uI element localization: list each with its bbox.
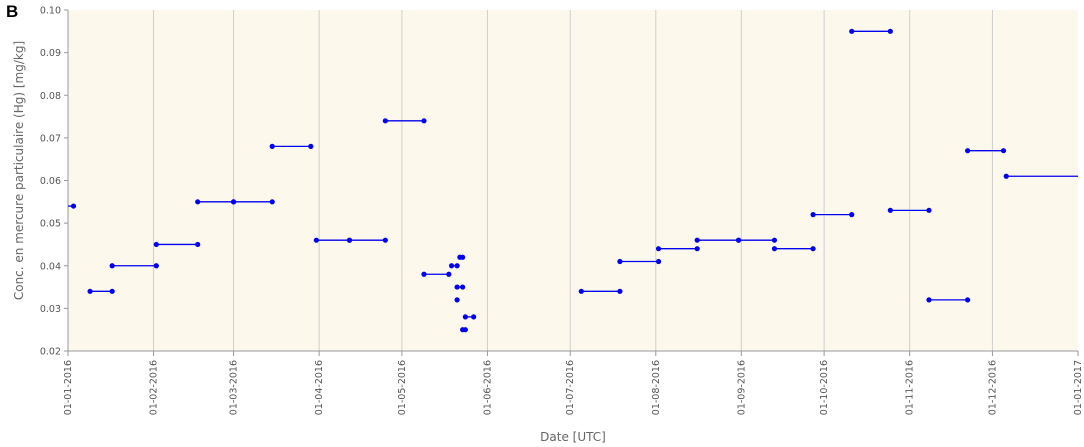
- data-point: [195, 199, 201, 205]
- x-tick-label: 01-09-2016: [736, 360, 747, 415]
- x-tick-label: 01-01-2017: [1073, 360, 1084, 415]
- data-point: [448, 263, 455, 269]
- data-point: [460, 284, 466, 290]
- data-point: [460, 254, 466, 260]
- data-point: [849, 28, 855, 34]
- data-point: [810, 212, 816, 218]
- data-point: [965, 297, 971, 303]
- x-tick-label: 01-07-2016: [565, 360, 576, 415]
- y-tick-label: 0.03: [40, 304, 61, 315]
- data-point: [694, 237, 700, 243]
- y-tick-label: 0.05: [40, 219, 61, 230]
- x-tick-label: 01-02-2016: [149, 360, 160, 415]
- data-point: [454, 284, 460, 290]
- data-point: [462, 314, 468, 320]
- data-point: [926, 207, 932, 213]
- x-tick-label: 01-10-2016: [819, 360, 830, 415]
- y-tick-label: 0.04: [40, 261, 61, 272]
- data-point: [462, 327, 468, 333]
- y-axis-ticks: 0.02 0.03 0.04 0.05 0.06 0.07 0.08 0.09 0.10: [40, 6, 68, 358]
- y-tick-label: 0.06: [40, 176, 61, 187]
- data-point: [810, 246, 816, 252]
- data-point: [849, 212, 855, 218]
- data-point: [109, 263, 115, 269]
- data-point: [655, 258, 662, 265]
- data-point: [87, 288, 93, 294]
- data-point: [965, 148, 971, 154]
- data-point: [1000, 148, 1007, 154]
- data-point: [887, 28, 893, 34]
- x-axis-ticks: 01-01-2016 01-02-2016 01-03-2016 01-04-2016…: [63, 351, 1084, 415]
- data-point: [269, 143, 275, 149]
- data-point: [313, 237, 319, 243]
- data-point: [617, 258, 623, 265]
- y-tick-label: 0.08: [40, 91, 61, 102]
- data-point: [382, 237, 388, 243]
- vertical-gridlines: [153, 10, 993, 351]
- data-point: [926, 297, 932, 303]
- data-point: [308, 143, 314, 149]
- x-tick-label: 01-01-2016: [63, 360, 74, 415]
- panel-label: B: [6, 2, 19, 21]
- y-tick-label: 0.10: [40, 6, 61, 17]
- y-tick-label: 0.02: [40, 347, 61, 358]
- data-point: [153, 263, 159, 269]
- x-tick-label: 01-06-2016: [482, 360, 493, 415]
- x-tick-label: 01-05-2016: [397, 360, 408, 415]
- data-point: [471, 314, 477, 320]
- data-point: [446, 271, 452, 277]
- x-tick-label: 01-11-2016: [905, 360, 916, 415]
- data-series: [68, 28, 1078, 333]
- y-tick-label: 0.07: [40, 133, 61, 144]
- data-point: [1003, 173, 1009, 179]
- data-point: [735, 237, 742, 243]
- data-point: [269, 199, 275, 205]
- data-point: [346, 237, 353, 243]
- y-tick-label: 0.09: [40, 48, 61, 59]
- data-point: [771, 246, 778, 252]
- data-point: [771, 237, 778, 243]
- data-point: [454, 263, 460, 269]
- data-point: [195, 241, 201, 248]
- data-point: [153, 241, 159, 248]
- data-point: [694, 246, 700, 252]
- data-point: [454, 297, 460, 303]
- data-point: [617, 288, 623, 294]
- y-axis-title: Conc. en mercure particulaire (Hg) [mg/k…: [12, 41, 26, 300]
- data-point: [382, 118, 388, 124]
- data-point: [230, 199, 237, 205]
- data-point: [109, 288, 115, 294]
- data-point: [887, 207, 893, 213]
- data-point: [655, 246, 662, 252]
- data-point: [70, 203, 77, 209]
- x-axis-title: Date [UTC]: [540, 430, 606, 444]
- data-point: [578, 288, 584, 294]
- x-tick-label: 01-03-2016: [229, 360, 240, 415]
- data-point: [421, 118, 427, 124]
- x-tick-label: 01-04-2016: [314, 360, 325, 415]
- x-tick-label: 01-12-2016: [987, 360, 998, 415]
- x-tick-label: 01-08-2016: [651, 360, 662, 415]
- data-point: [421, 271, 427, 277]
